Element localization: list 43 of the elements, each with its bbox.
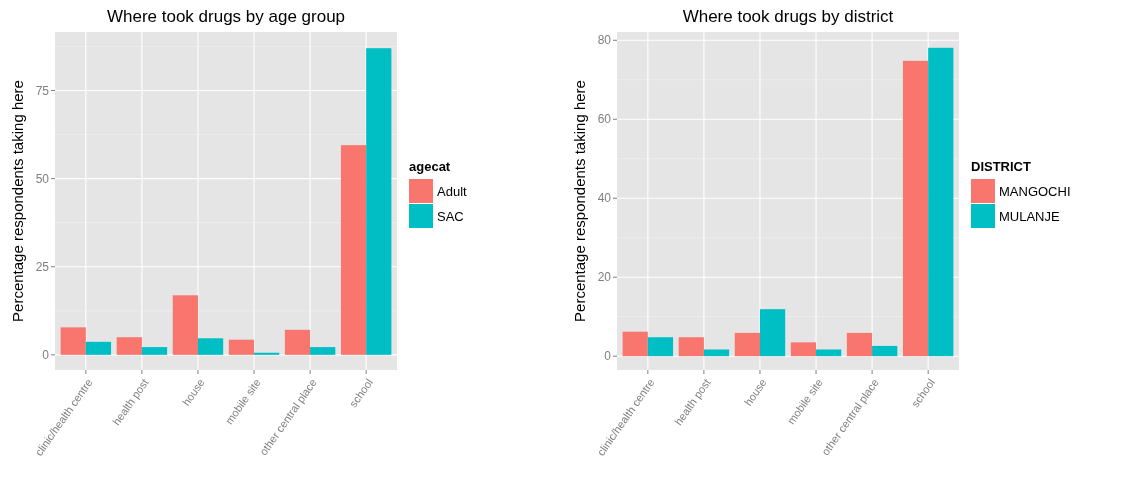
chart-title: Where took drugs by district [682, 7, 894, 26]
bar [846, 332, 873, 357]
bar [872, 345, 898, 357]
y-axis-title: Percentage respondents taking here [571, 80, 588, 322]
legend-label: MANGOCHI [999, 183, 1071, 199]
bar [647, 337, 674, 357]
bar [928, 47, 954, 357]
y-tick-label: 40 [597, 191, 612, 206]
y-axis-title: Percentage respondents taking here [9, 80, 26, 322]
bar [366, 48, 392, 355]
y-tick-label: 25 [35, 259, 50, 274]
bar [678, 337, 704, 357]
bar [703, 349, 730, 357]
legend-label: Adult [437, 183, 468, 199]
legend-label: SAC [437, 208, 464, 224]
bar [816, 349, 842, 357]
y-tick-label: 0 [604, 349, 612, 364]
y-tick-label: 0 [42, 348, 50, 363]
bar [60, 327, 86, 355]
y-tick-label: 20 [597, 270, 612, 285]
y-tick-label: 50 [35, 171, 50, 186]
y-tick-label: 80 [597, 33, 612, 48]
legend-title: agecat [409, 159, 451, 174]
bar [902, 60, 929, 357]
bar [790, 342, 817, 357]
bar [310, 347, 336, 355]
chart-title: Where took drugs by age group [106, 7, 346, 26]
bar [284, 329, 311, 355]
y-tick-label: 75 [35, 83, 50, 98]
y-tick-label: 60 [597, 112, 612, 127]
bar [172, 295, 198, 355]
bar [116, 337, 142, 355]
bar [254, 352, 280, 355]
bar [340, 145, 367, 355]
bar [622, 331, 648, 357]
bar [734, 332, 760, 357]
legend-title: DISTRICT [971, 159, 1031, 174]
legend-label: MULANJE [999, 208, 1061, 224]
bar [85, 341, 112, 355]
bar [197, 338, 224, 355]
bar [759, 309, 786, 357]
bar [228, 339, 255, 355]
bar [141, 347, 168, 355]
